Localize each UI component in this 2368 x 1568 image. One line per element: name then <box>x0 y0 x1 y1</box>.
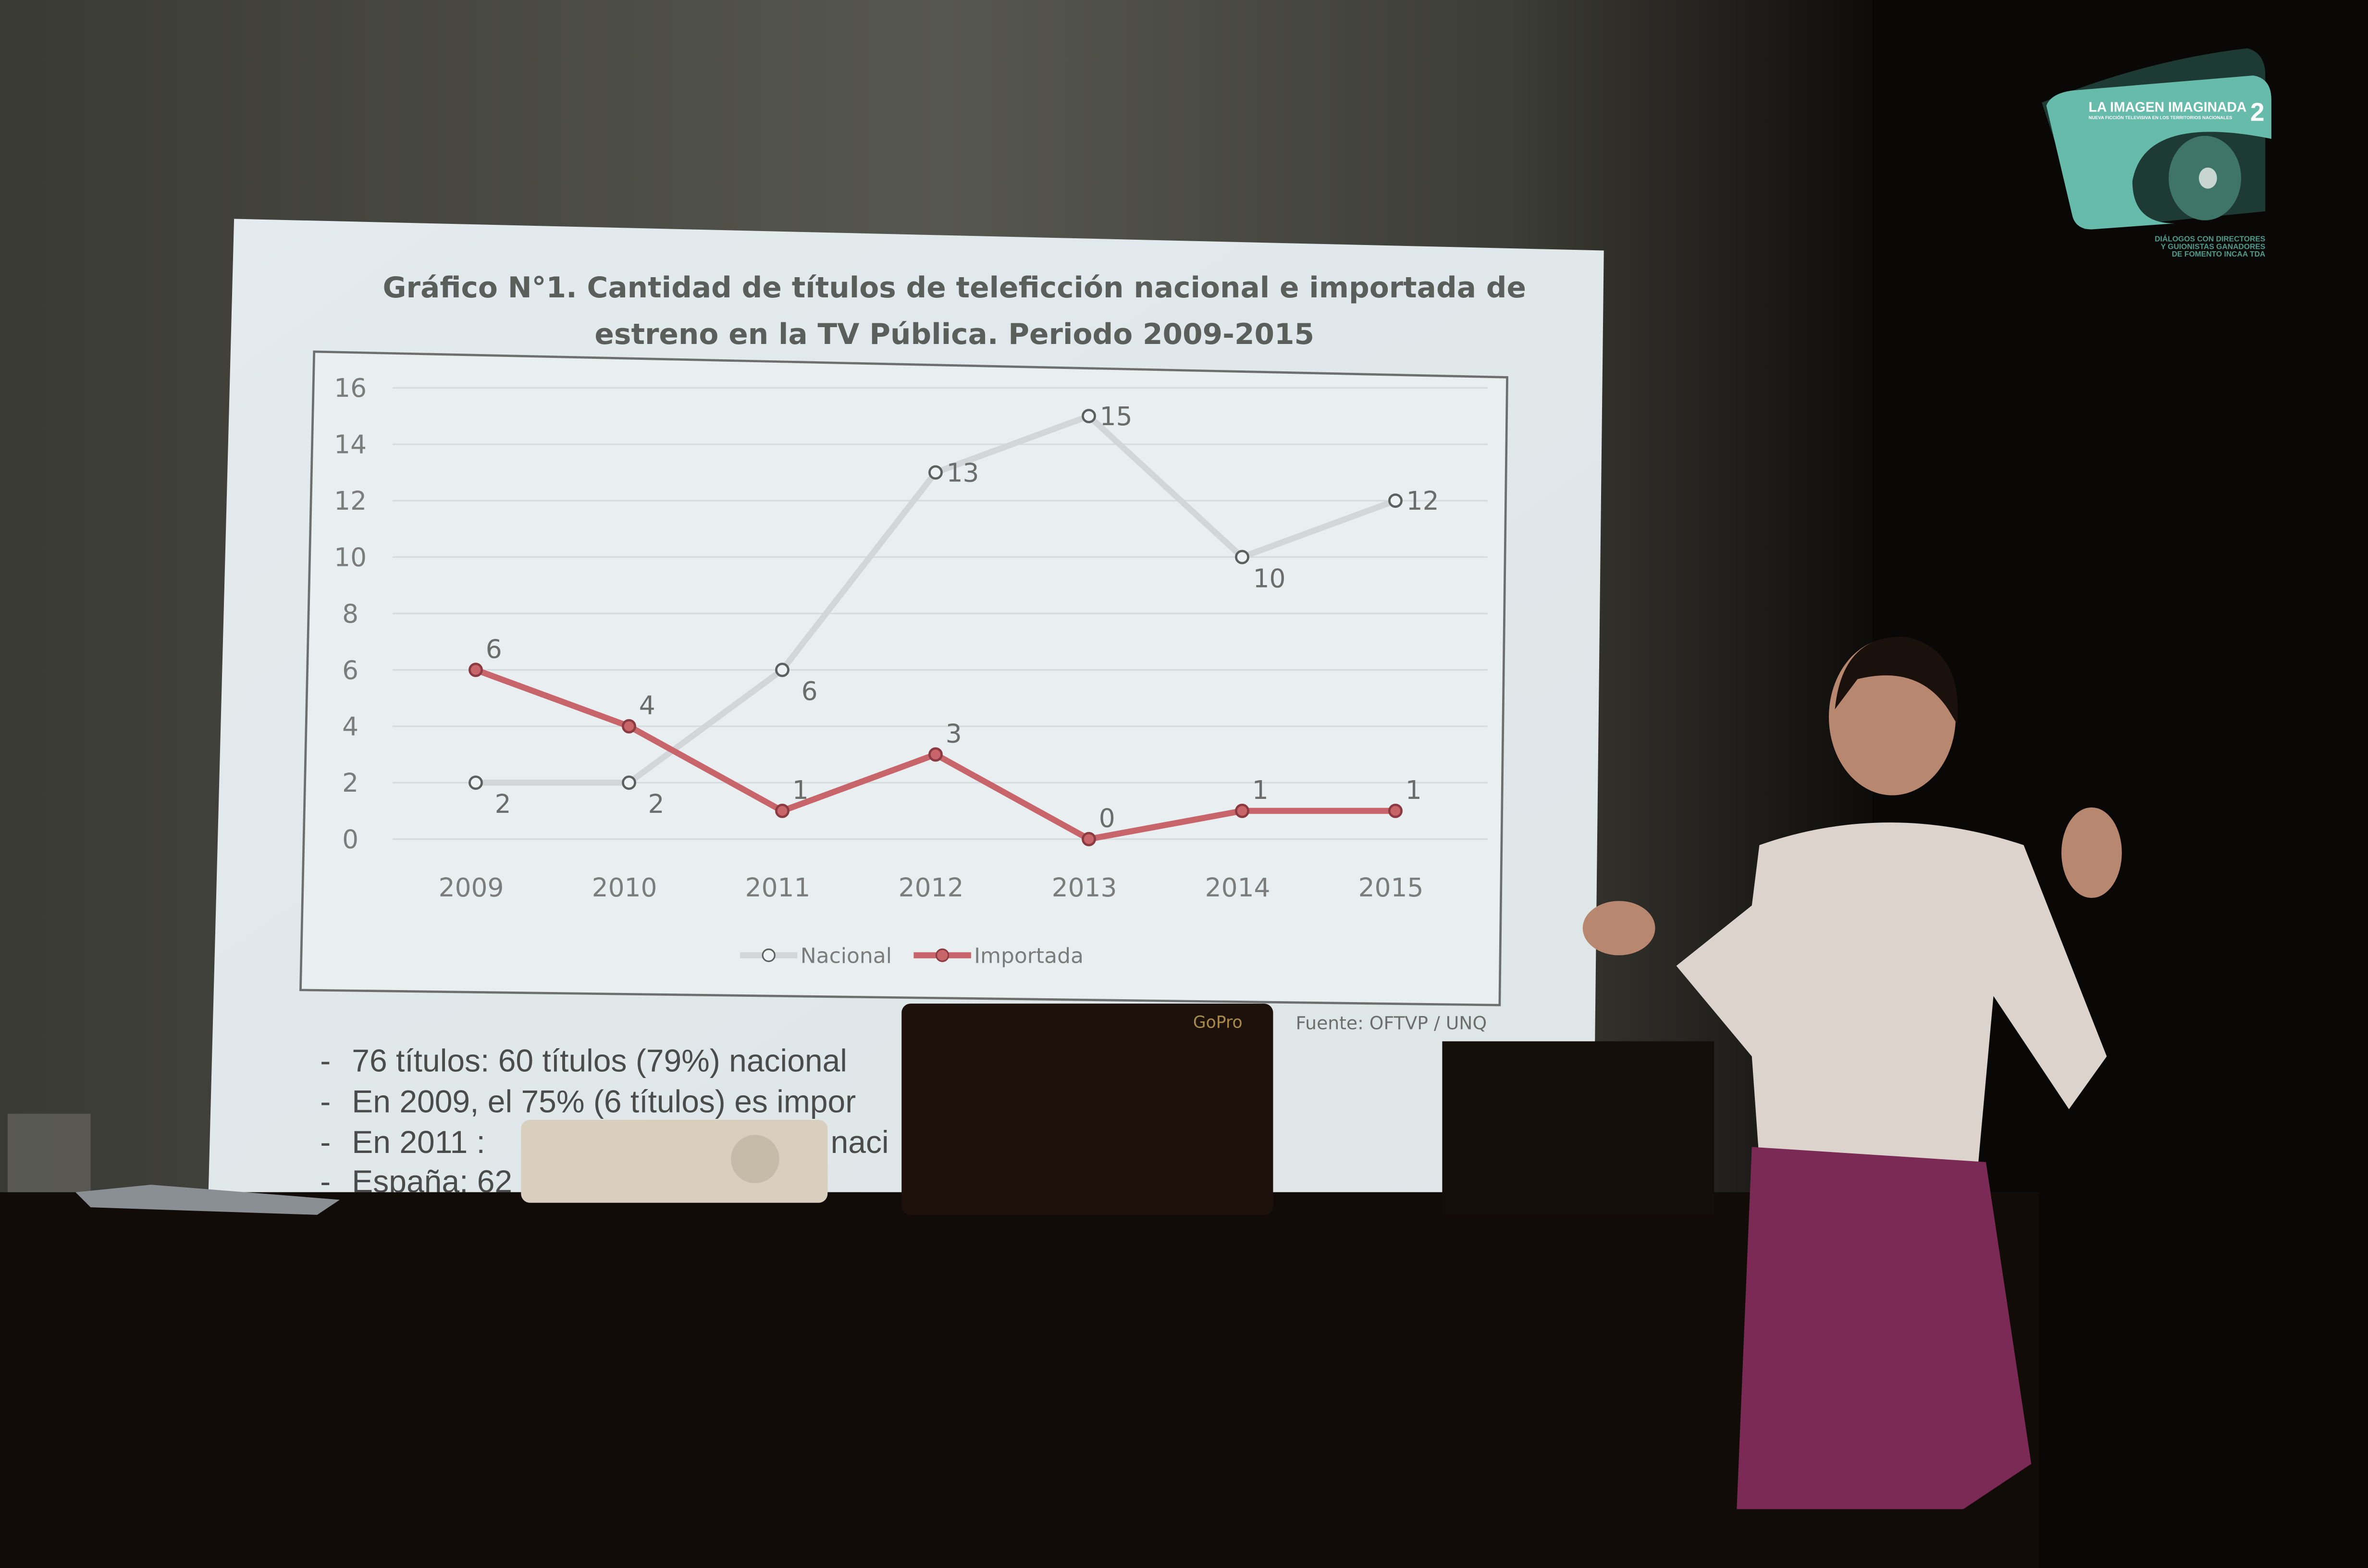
y-tick-label: 12 <box>334 486 367 516</box>
data-point-nacional <box>1235 550 1249 564</box>
bullet-3-fragment: naci <box>831 1124 889 1160</box>
legend-label-nacional: Nacional <box>801 943 892 968</box>
data-label-nacional: 13 <box>947 457 979 488</box>
data-point-nacional <box>622 775 636 790</box>
projector-speaker <box>731 1135 779 1183</box>
logo-number: 2 <box>2250 98 2265 126</box>
y-tick-label: 0 <box>342 824 358 855</box>
data-point-importada <box>928 747 943 762</box>
data-label-nacional: 10 <box>1253 563 1286 593</box>
gopro-sticker: GoPro <box>1193 1013 1243 1032</box>
data-label-nacional: 2 <box>495 789 511 819</box>
bullet-dash: - <box>320 1042 331 1078</box>
logo-tagline-2: Y GUIONISTAS GANADORES <box>2161 243 2266 251</box>
logo-pupil <box>2199 167 2217 189</box>
bullet-dash: - <box>320 1124 331 1160</box>
data-label-importada: 1 <box>792 775 809 805</box>
logo-tagline-1: DIÁLOGOS CON DIRECTORES <box>2155 234 2265 244</box>
legend-label-importada: Importada <box>974 943 1084 968</box>
data-label-nacional: 6 <box>802 676 818 706</box>
data-point-importada <box>469 662 483 677</box>
data-label-nacional: 12 <box>1406 486 1439 516</box>
bullet-dash: - <box>320 1164 331 1199</box>
data-point-importada <box>1235 804 1249 818</box>
projected-slide: Gráfico N°1. Cantidad de títulos de tele… <box>208 219 1604 1199</box>
data-label-importada: 0 <box>1099 803 1115 833</box>
y-tick-label: 4 <box>342 711 358 742</box>
projector <box>521 1119 828 1203</box>
logo-subtitle: NUEVA FICCIÓN TELEVISIVA EN LOS TERRITOR… <box>2089 115 2232 120</box>
table <box>0 1192 2039 1568</box>
bullet-3: En 2011 : <box>352 1124 485 1160</box>
plot-frame <box>299 350 1508 1006</box>
y-tick-label: 2 <box>342 768 358 798</box>
second-laptop <box>1442 1041 1714 1215</box>
data-label-importada: 3 <box>946 718 962 748</box>
data-label-importada: 1 <box>1252 775 1269 805</box>
logo-title: LA IMAGEN IMAGINADA <box>2089 99 2247 114</box>
x-tick-label: 2013 <box>1052 872 1117 903</box>
speaker-cardigan <box>1676 822 2107 1162</box>
speaker-skirt <box>1737 1147 2032 1509</box>
data-label-nacional: 15 <box>1100 401 1133 431</box>
x-tick-label: 2009 <box>439 872 504 903</box>
data-point-importada <box>1388 804 1403 818</box>
papers <box>75 1185 340 1215</box>
speaker-left-hand <box>1582 901 1655 956</box>
data-label-importada: 1 <box>1406 775 1422 805</box>
y-tick-label: 10 <box>334 542 367 572</box>
data-point-nacional <box>1388 493 1403 508</box>
legend-marker-nacional <box>762 948 776 962</box>
data-point-importada <box>775 804 789 818</box>
source-note: Fuente: OFTVP / UNQ <box>1296 1012 1487 1033</box>
speaker-right-hand <box>2061 807 2122 898</box>
x-tick-label: 2010 <box>592 872 657 903</box>
logo-tagline-3: DE FOMENTO INCAA TDA <box>2172 250 2266 258</box>
water-glass <box>7 1114 91 1192</box>
x-tick-label: 2012 <box>899 872 964 903</box>
event-logo: LA IMAGEN IMAGINADA 2 NUEVA FICCIÓN TELE… <box>2042 48 2271 258</box>
speaker-person <box>1582 637 2122 1509</box>
bullet-1: 76 títulos: 60 títulos (79%) nacional <box>352 1042 847 1078</box>
laptop <box>901 1004 1273 1215</box>
chart-title-line1: Gráfico N°1. Cantidad de títulos de tele… <box>383 271 1526 305</box>
y-tick-label: 6 <box>342 655 358 685</box>
chart-title-line2: estreno en la TV Pública. Periodo 2009-2… <box>594 318 1314 351</box>
bullet-dash: - <box>320 1083 331 1119</box>
x-tick-label: 2011 <box>745 872 811 903</box>
speaker-hair <box>1835 637 1958 724</box>
y-tick-label: 14 <box>334 429 367 460</box>
data-label-importada: 4 <box>639 690 655 721</box>
data-point-nacional <box>1082 409 1096 423</box>
y-tick-label: 16 <box>334 373 367 403</box>
x-tick-label: 2014 <box>1205 872 1270 903</box>
data-label-nacional: 2 <box>648 789 665 819</box>
data-point-nacional <box>928 465 943 480</box>
bullet-2: En 2009, el 75% (6 títulos) es impor <box>352 1083 856 1119</box>
data-label-importada: 6 <box>486 634 502 664</box>
logo-card <box>2046 75 2271 230</box>
y-tick-label: 8 <box>342 599 358 629</box>
legend-marker-importada <box>936 948 950 962</box>
data-point-nacional <box>469 775 483 790</box>
data-point-nacional <box>775 662 789 677</box>
x-tick-label: 2015 <box>1358 872 1424 903</box>
data-point-importada <box>1082 832 1096 846</box>
data-point-importada <box>622 719 636 734</box>
